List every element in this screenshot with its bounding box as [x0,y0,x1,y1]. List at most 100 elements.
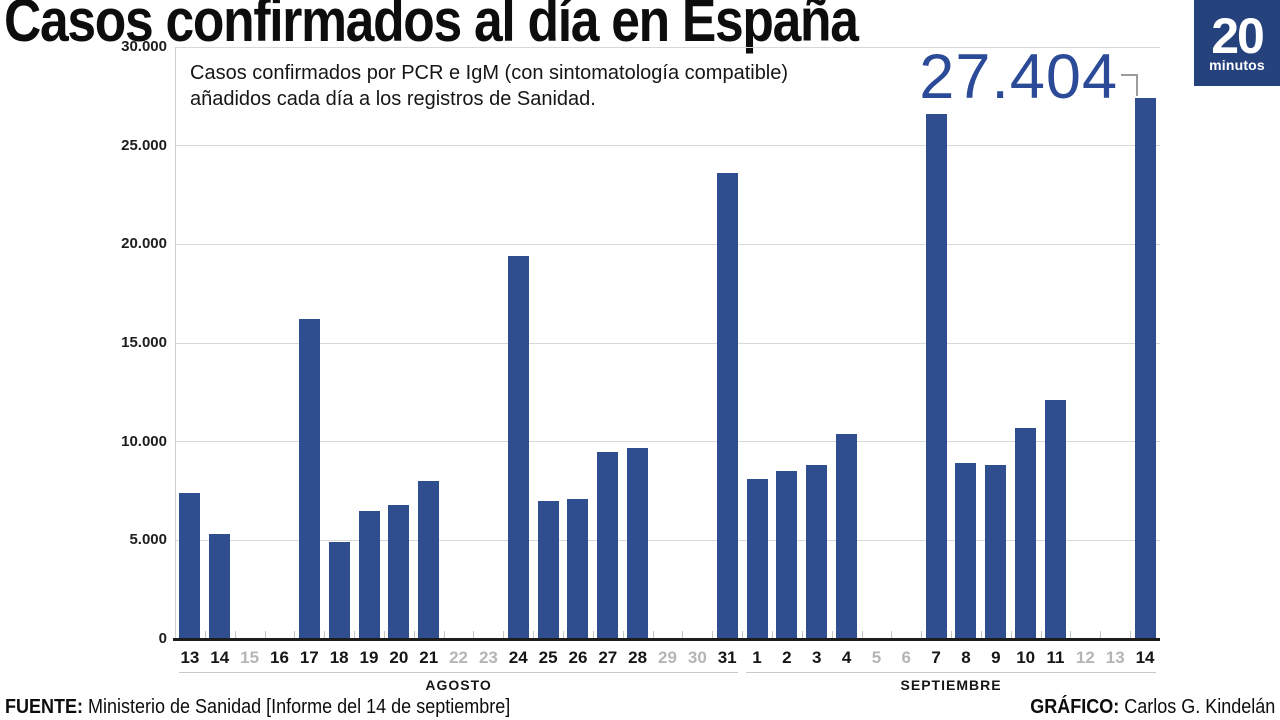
graphic-credit: GRÁFICO: Carlos G. Kindelán [1030,696,1275,719]
axis-tick [1010,631,1012,639]
axis-tick [622,631,624,639]
axis-tick [742,631,744,639]
x-label-septiembre-7: 7 [931,648,941,667]
bar-agosto-31 [716,173,738,639]
x-label-septiembre-1: 1 [752,648,762,667]
x-label-septiembre-14: 14 [1135,648,1155,667]
bar-agosto-28 [627,447,649,639]
axis-tick [1040,631,1042,639]
y-axis-line [175,47,176,639]
axis-tick [682,631,684,639]
gridline [175,46,1160,48]
month-label-septiembre: SEPTIEMBRE [900,677,1002,693]
axis-tick [473,631,475,639]
bar-agosto-14 [209,534,231,639]
credit-text: Carlos G. Kindelán [1118,696,1275,718]
axis-tick [652,631,654,639]
x-label-agosto-18: 18 [329,648,349,667]
x-label-septiembre-4: 4 [841,648,852,667]
bar-agosto-13 [179,492,201,639]
axis-tick [801,631,803,639]
y-tick-label: 5.000 [129,531,167,549]
x-label-septiembre-5: 5 [871,648,882,667]
source-text: Ministerio de Sanidad [Informe del 14 de… [83,696,511,718]
bar-septiembre-8 [955,463,977,639]
x-label-septiembre-13: 13 [1105,648,1125,667]
bar-septiembre-2 [776,471,798,639]
axis-tick [234,631,236,639]
axis-tick [324,631,326,639]
bar-septiembre-4 [836,433,858,639]
axis-tick [712,631,714,639]
axis-tick [771,631,773,639]
x-axis-line [173,638,1160,641]
x-label-septiembre-8: 8 [961,648,971,667]
chart-subtitle-line2: añadidos cada día a los registros de San… [190,88,596,110]
source-credit: FUENTE: Ministerio de Sanidad [Informe d… [5,696,510,719]
credit-label: GRÁFICO: [1029,696,1119,718]
month-line-septiembre [746,672,1156,673]
axis-tick [1070,631,1072,639]
y-tick-label: 0 [158,630,167,647]
axis-tick [204,631,206,639]
axis-tick [861,631,863,639]
y-tick-label: 10.000 [121,432,167,450]
footer: FUENTE: Ministerio de Sanidad [Informe d… [0,696,1280,719]
axis-tick [264,631,266,639]
x-label-agosto-16: 16 [270,648,289,667]
gridline [175,243,1160,245]
x-label-agosto-25: 25 [538,648,558,667]
axis-tick [413,631,415,639]
x-label-agosto-24: 24 [508,648,528,667]
bar-agosto-17 [298,319,320,639]
bar-septiembre-10 [1015,427,1037,639]
gridline [175,145,1160,147]
bar-septiembre-14 [1134,98,1156,639]
axis-tick [354,631,356,639]
axis-tick [503,631,505,639]
page-title: Casos confirmados al día en España [4,0,859,54]
x-label-agosto-28: 28 [628,648,648,667]
x-label-septiembre-12: 12 [1075,648,1095,667]
bar-septiembre-1 [746,479,768,639]
y-tick-label: 25.000 [121,136,167,154]
bar-agosto-18 [328,542,350,639]
logo-word: minutos [1209,56,1265,73]
x-label-agosto-20: 20 [389,648,409,667]
gridline [175,441,1160,443]
axis-tick [831,631,833,639]
source-label: FUENTE: [5,696,84,718]
bar-septiembre-11 [1045,400,1067,639]
x-label-agosto-29: 29 [658,648,677,667]
axis-tick [1100,631,1102,639]
bar-septiembre-9 [985,465,1007,639]
bar-agosto-21 [418,481,440,639]
axis-tick [443,631,445,639]
x-label-septiembre-6: 6 [901,648,912,667]
bar-agosto-27 [597,451,619,639]
gridline [175,342,1160,344]
x-label-agosto-22: 22 [449,648,468,667]
axis-tick [563,631,565,639]
x-label-agosto-23: 23 [478,648,498,667]
axis-tick [891,631,893,639]
x-label-agosto-30: 30 [687,648,707,667]
x-label-agosto-15: 15 [240,648,260,667]
x-label-septiembre-2: 2 [782,648,792,667]
axis-tick [921,631,923,639]
bar-agosto-25 [537,500,559,639]
x-label-septiembre-3: 3 [812,648,822,667]
callout-line-vertical [1136,74,1139,97]
axis-tick [980,631,982,639]
x-label-agosto-19: 19 [359,648,379,667]
chart-subtitle: Casos confirmados por PCR e IgM (con sin… [190,60,788,112]
bar-agosto-26 [567,498,589,639]
gridline [175,539,1160,541]
20minutos-logo: 20 minutos [1194,0,1280,86]
x-label-agosto-17: 17 [299,648,319,667]
x-label-septiembre-11: 11 [1046,648,1065,667]
bar-agosto-20 [388,504,410,639]
y-tick-label: 20.000 [121,235,167,253]
x-label-agosto-14: 14 [210,648,230,667]
